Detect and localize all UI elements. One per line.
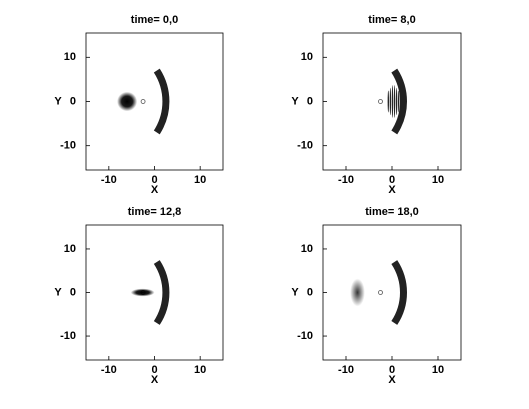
panel: time= 12,8 -10 0 10 -10 0 10 X Y — [54, 206, 224, 386]
source-point — [378, 290, 383, 295]
y-tick-label: 0 — [70, 95, 76, 107]
x-tick-label: 10 — [432, 174, 444, 186]
x-axis-label: X — [388, 374, 396, 386]
x-tick-label: -10 — [101, 174, 117, 186]
panel-title: time= 12,8 — [128, 206, 182, 218]
panel: time= 8,0 -10 0 10 -10 0 10 X Y — [291, 14, 462, 196]
wave-fringe — [395, 87, 398, 116]
y-axis-label: Y — [54, 95, 62, 107]
x-tick-label: -10 — [338, 174, 354, 186]
pulse — [117, 91, 138, 112]
wave-fringe — [397, 90, 400, 113]
wave-fringe — [393, 85, 396, 118]
y-tick-label: 10 — [301, 51, 313, 63]
x-axis-label: X — [388, 184, 396, 196]
y-tick-label: -10 — [297, 330, 313, 342]
y-axis-label: Y — [54, 286, 62, 298]
wave-fringe — [389, 87, 392, 116]
plot-frame — [322, 224, 462, 361]
y-tick-label: 0 — [70, 286, 76, 298]
reflector — [391, 68, 407, 135]
x-tick-label: -10 — [338, 364, 354, 376]
y-tick-label: 10 — [64, 51, 76, 63]
y-tick-label: -10 — [297, 140, 313, 152]
x-tick-label: 0 — [151, 174, 157, 186]
x-tick-label: 0 — [389, 364, 395, 376]
x-tick-label: 10 — [194, 174, 206, 186]
y-tick-label: 10 — [301, 243, 313, 255]
x-tick-label: -10 — [101, 364, 117, 376]
panel: time= 0,0 -10 0 10 -10 0 10 X Y — [54, 14, 224, 196]
y-tick-label: 0 — [307, 95, 313, 107]
pulse — [130, 288, 155, 297]
plot-frame — [85, 32, 224, 171]
x-tick-label: 10 — [194, 364, 206, 376]
reflector — [391, 260, 407, 325]
y-tick-label: -10 — [60, 140, 76, 152]
panel: time= 18,0 -10 0 10 -10 0 10 X Y — [291, 206, 462, 386]
x-axis-label: X — [151, 374, 159, 386]
panel-title: time= 8,0 — [368, 14, 415, 26]
wave-fringe — [387, 90, 390, 113]
source-point — [378, 99, 383, 104]
x-axis-label: X — [151, 184, 159, 196]
x-tick-label: 10 — [432, 364, 444, 376]
y-axis-label: Y — [291, 95, 299, 107]
y-tick-label: 10 — [64, 243, 76, 255]
panel-title: time= 0,0 — [131, 14, 178, 26]
reflector — [153, 260, 170, 325]
plot-frame — [85, 224, 224, 361]
y-axis-label: Y — [291, 286, 299, 298]
y-tick-label: -10 — [60, 330, 76, 342]
reflector — [153, 68, 170, 135]
y-tick-label: 0 — [307, 286, 313, 298]
source-point — [140, 99, 146, 104]
pulse — [350, 278, 365, 307]
x-tick-label: 0 — [389, 174, 395, 186]
x-tick-label: 0 — [151, 364, 157, 376]
wave-fringe — [391, 85, 394, 118]
panel-title: time= 18,0 — [365, 206, 419, 218]
